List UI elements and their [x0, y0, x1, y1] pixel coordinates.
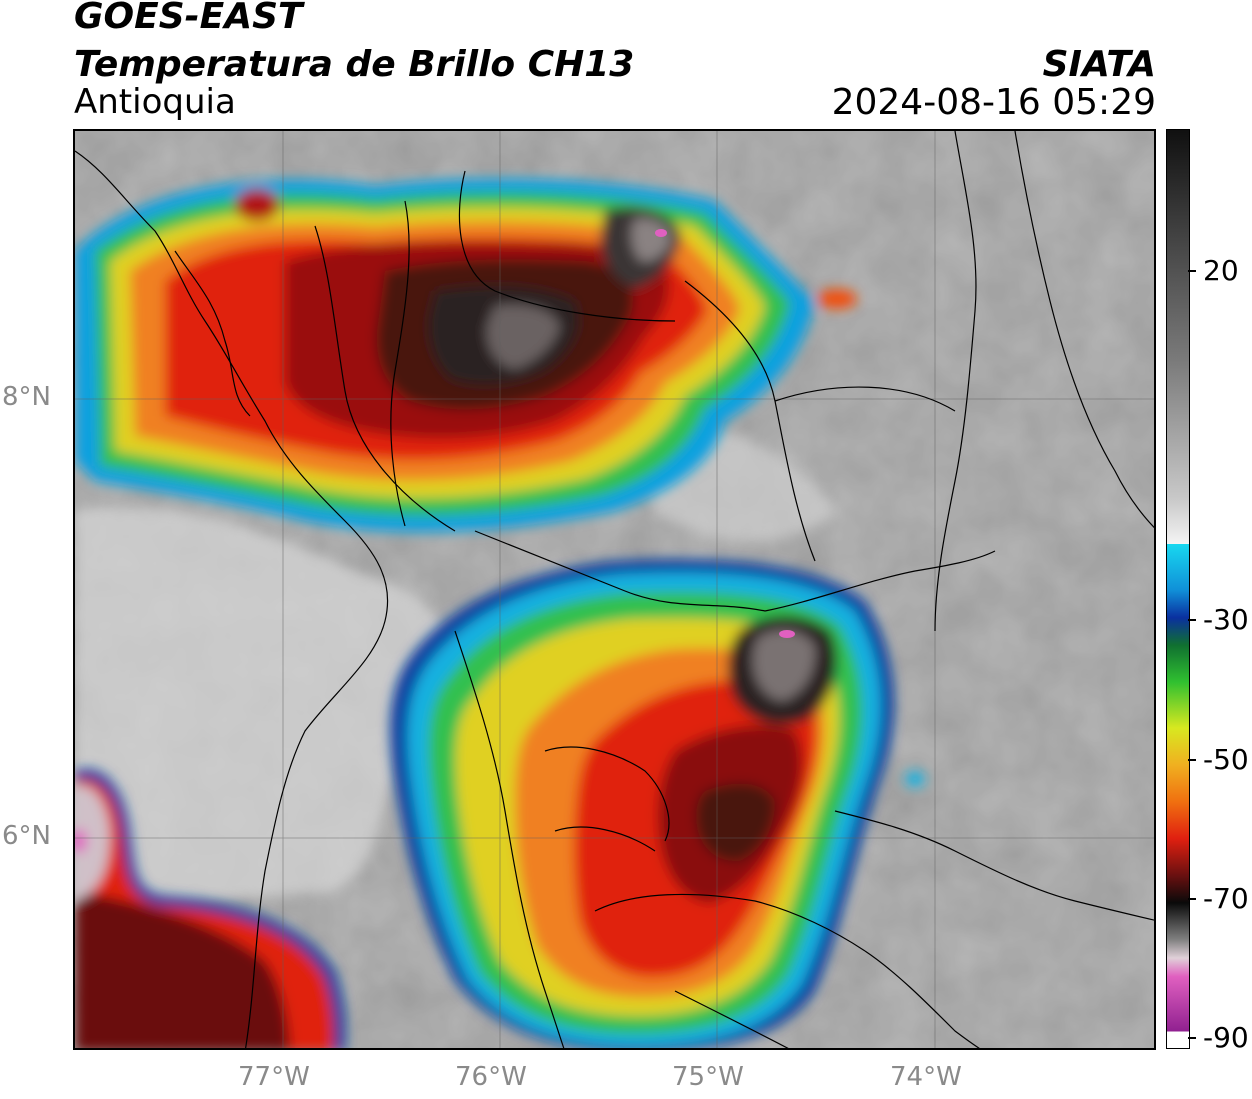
lon-tick-76: 76°W	[455, 1062, 527, 1092]
lat-tick-8: 8°N	[2, 382, 51, 412]
south-overshoot-top	[779, 630, 795, 638]
colorbar-label-minus50: -50	[1203, 743, 1249, 776]
boundaries	[75, 131, 1154, 1048]
northern-storm	[75, 178, 857, 532]
timestamp-label: 2024-08-16 05:29	[831, 82, 1156, 123]
lon-tick-77: 77°W	[238, 1062, 310, 1092]
graticule	[75, 131, 1154, 1048]
colorbar-tick-mark	[1188, 759, 1196, 761]
source-label: SIATA	[1042, 44, 1156, 85]
north-overshoot-top	[655, 229, 667, 237]
colorbar-label-minus90: -90	[1203, 1021, 1249, 1054]
colorbar-tick-mark	[1188, 619, 1196, 621]
southwest-storm	[75, 769, 346, 1048]
lat-tick-6: 6°N	[2, 821, 51, 851]
map-svg	[75, 131, 1154, 1048]
lon-tick-75: 75°W	[672, 1062, 744, 1092]
colorbar-tick-mark	[1188, 270, 1196, 272]
satellite-map[interactable]	[73, 129, 1156, 1050]
colorbar-tick-mark	[1188, 898, 1196, 900]
colorbar	[1166, 129, 1190, 1049]
colorbar-label-minus30: -30	[1203, 603, 1249, 636]
lon-tick-74: 74°W	[890, 1062, 962, 1092]
colorbar-label-minus70: -70	[1203, 882, 1249, 915]
colorbar-label-20: 20	[1203, 254, 1239, 287]
southern-storm	[390, 559, 925, 1048]
colorbar-svg	[1167, 130, 1189, 1048]
region-label: Antioquia	[74, 82, 236, 122]
product-title: Temperatura de Brillo CH13	[74, 44, 635, 85]
satellite-title: GOES-EAST	[74, 0, 303, 37]
colorbar-tick-mark	[1188, 1037, 1196, 1039]
